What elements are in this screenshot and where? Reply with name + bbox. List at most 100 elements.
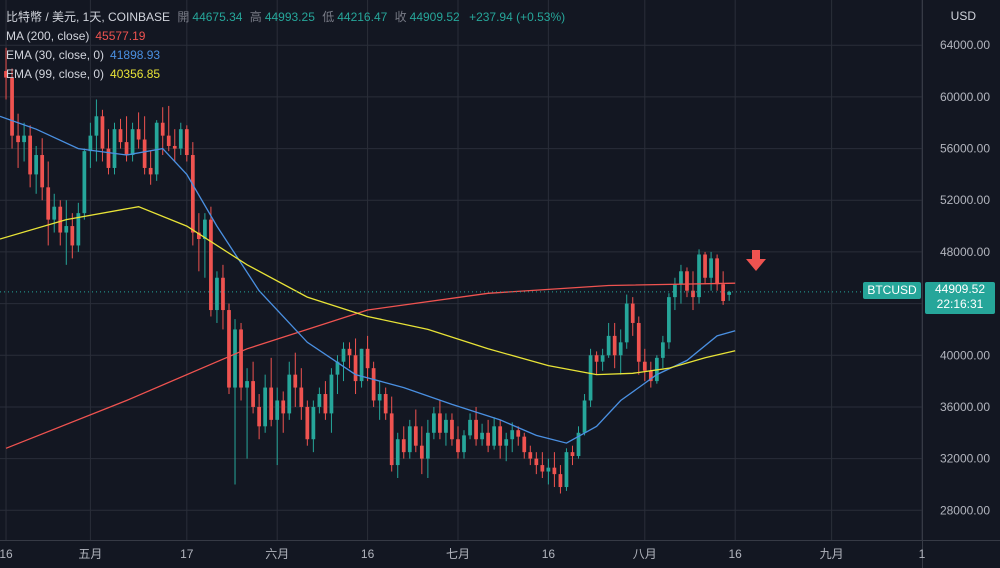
time-tick-label: 九月 bbox=[820, 547, 844, 561]
candle-body bbox=[341, 348, 346, 362]
candle-body bbox=[166, 135, 171, 146]
candle-body bbox=[486, 432, 490, 446]
indicator-ma200[interactable]: MA (200, close) 45577.19 bbox=[6, 27, 565, 46]
candle-body bbox=[612, 335, 617, 356]
chart-legend: 比特幣 / 美元, 1天, COINBASE 開 44675.34 高 44993.… bbox=[6, 8, 565, 84]
candle-body bbox=[582, 400, 587, 433]
candlesticks bbox=[4, 47, 732, 494]
candle-body bbox=[190, 155, 195, 233]
indicator-ema30[interactable]: EMA (30, close, 0) 41898.93 bbox=[6, 46, 565, 65]
price-tick-label: 48000.00 bbox=[940, 245, 990, 259]
candle-body bbox=[353, 355, 358, 382]
time-tick-label: 17 bbox=[180, 547, 194, 561]
candle-body bbox=[94, 116, 99, 136]
indicator-name: EMA (99, close, 0) bbox=[6, 67, 105, 81]
indicator-lines bbox=[0, 115, 736, 449]
candle-body bbox=[172, 145, 177, 149]
candle-body bbox=[546, 467, 551, 472]
candle-body bbox=[606, 335, 611, 356]
candle-body bbox=[88, 135, 93, 152]
candle-body bbox=[239, 329, 243, 388]
candle-body bbox=[504, 439, 509, 446]
candle-body bbox=[474, 419, 478, 440]
candle-body bbox=[438, 413, 442, 433]
candle-body bbox=[540, 465, 545, 472]
candle-body bbox=[534, 458, 539, 466]
candle-body bbox=[293, 374, 298, 388]
candle-body bbox=[311, 406, 316, 440]
ema30-line bbox=[0, 115, 736, 444]
candle-body bbox=[594, 355, 599, 362]
candle-body bbox=[413, 426, 418, 446]
candle-body bbox=[359, 348, 364, 382]
candle-body bbox=[118, 129, 123, 143]
candle-body bbox=[251, 381, 255, 407]
candle-body bbox=[28, 135, 32, 175]
candle-body bbox=[10, 77, 14, 136]
indicator-ema99[interactable]: EMA (99, close, 0) 40356.85 bbox=[6, 65, 565, 84]
time-tick-label: 16 bbox=[361, 547, 375, 561]
candle-body bbox=[130, 129, 135, 156]
candle-body bbox=[323, 394, 328, 414]
close-label: 收 bbox=[394, 10, 407, 24]
time-axis[interactable]: 16 五月 17 六月 16 七月 16 八月 16 九月 1 bbox=[0, 547, 926, 561]
candle-body bbox=[58, 206, 63, 233]
time-tick-label: 五月 bbox=[78, 547, 102, 561]
candle-body bbox=[281, 400, 286, 414]
candle-body bbox=[456, 439, 460, 453]
candle-body bbox=[203, 219, 207, 239]
candle-body bbox=[630, 303, 635, 323]
candle-body bbox=[70, 226, 75, 246]
price-tick-label: 28000.00 bbox=[940, 503, 990, 517]
candle-body bbox=[371, 368, 376, 401]
candle-body bbox=[305, 406, 310, 440]
price-axis[interactable]: 28000.0032000.0036000.0040000.0044000.00… bbox=[940, 38, 990, 517]
candle-body bbox=[618, 342, 623, 356]
candle-body bbox=[154, 122, 159, 175]
candle-body bbox=[347, 348, 352, 356]
candle-body bbox=[148, 167, 153, 175]
change-value: +237.94 (+0.53%) bbox=[469, 10, 566, 24]
symbol-title[interactable]: 比特幣 / 美元, 1天, COINBASE bbox=[6, 10, 171, 24]
low-value: 44216.47 bbox=[337, 10, 388, 24]
price-tick-label: 64000.00 bbox=[940, 38, 990, 52]
candle-body bbox=[480, 432, 484, 440]
candle-body bbox=[46, 187, 51, 220]
candle-body bbox=[76, 213, 81, 246]
time-tick-label: 16 bbox=[542, 547, 556, 561]
time-tick-label: 八月 bbox=[633, 547, 657, 561]
candle-body bbox=[209, 219, 213, 311]
candle-body bbox=[275, 400, 280, 420]
candle-body bbox=[221, 277, 225, 311]
candle-body bbox=[624, 303, 629, 343]
candle-body bbox=[679, 271, 683, 285]
candle-body bbox=[570, 452, 575, 457]
candle-body bbox=[697, 254, 701, 298]
candle-body bbox=[22, 135, 26, 143]
candle-body bbox=[703, 254, 707, 278]
candle-body bbox=[299, 387, 304, 407]
candle-body bbox=[673, 284, 677, 298]
candle-body bbox=[450, 419, 454, 440]
last-price-tag: 44909.52 22:16:31 bbox=[925, 282, 995, 314]
candle-body bbox=[552, 467, 557, 475]
candle-body bbox=[407, 426, 412, 453]
time-tick-label: 六月 bbox=[265, 547, 289, 561]
candle-body bbox=[432, 413, 436, 433]
candle-body bbox=[516, 430, 521, 437]
candle-body bbox=[215, 277, 219, 311]
candle-body bbox=[257, 406, 261, 427]
candle-body bbox=[401, 439, 406, 453]
candle-body bbox=[106, 148, 111, 168]
currency-label[interactable]: USD bbox=[950, 9, 976, 23]
low-label: 低 bbox=[322, 10, 335, 24]
candle-body bbox=[142, 139, 147, 168]
high-label: 高 bbox=[249, 10, 262, 24]
time-tick-label: 16 bbox=[0, 547, 13, 561]
candle-body bbox=[263, 387, 268, 427]
candle-body bbox=[510, 430, 515, 440]
candle-body bbox=[184, 129, 189, 156]
candle-body bbox=[269, 387, 274, 420]
